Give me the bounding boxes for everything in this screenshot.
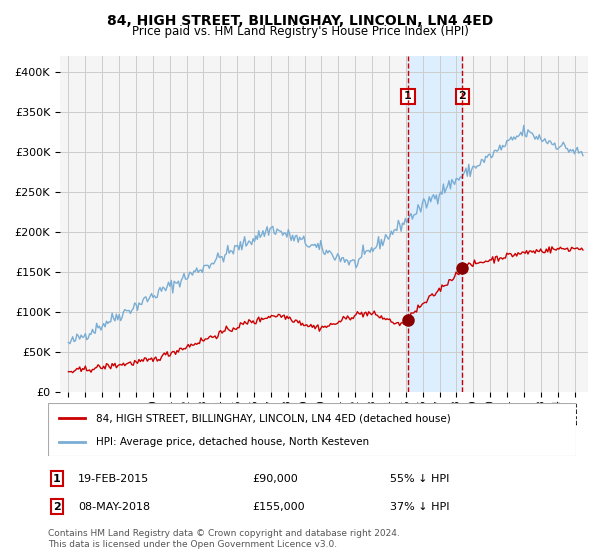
Text: 1: 1: [404, 91, 412, 101]
Text: £155,000: £155,000: [252, 502, 305, 512]
Text: 2: 2: [53, 502, 61, 512]
Text: HPI: Average price, detached house, North Kesteven: HPI: Average price, detached house, Nort…: [95, 436, 368, 446]
Text: 84, HIGH STREET, BILLINGHAY, LINCOLN, LN4 4ED (detached house): 84, HIGH STREET, BILLINGHAY, LINCOLN, LN…: [95, 413, 450, 423]
Text: 55% ↓ HPI: 55% ↓ HPI: [390, 474, 449, 484]
Text: 84, HIGH STREET, BILLINGHAY, LINCOLN, LN4 4ED: 84, HIGH STREET, BILLINGHAY, LINCOLN, LN…: [107, 14, 493, 28]
Bar: [408, 56, 463, 392]
Text: Price paid vs. HM Land Registry's House Price Index (HPI): Price paid vs. HM Land Registry's House …: [131, 25, 469, 38]
Text: 1: 1: [53, 474, 61, 484]
Text: 37% ↓ HPI: 37% ↓ HPI: [390, 502, 449, 512]
Text: 19-FEB-2015: 19-FEB-2015: [78, 474, 149, 484]
Text: 08-MAY-2018: 08-MAY-2018: [78, 502, 150, 512]
Text: £90,000: £90,000: [252, 474, 298, 484]
FancyBboxPatch shape: [48, 403, 576, 456]
Text: 2: 2: [458, 91, 466, 101]
Text: Contains HM Land Registry data © Crown copyright and database right 2024.
This d: Contains HM Land Registry data © Crown c…: [48, 529, 400, 549]
